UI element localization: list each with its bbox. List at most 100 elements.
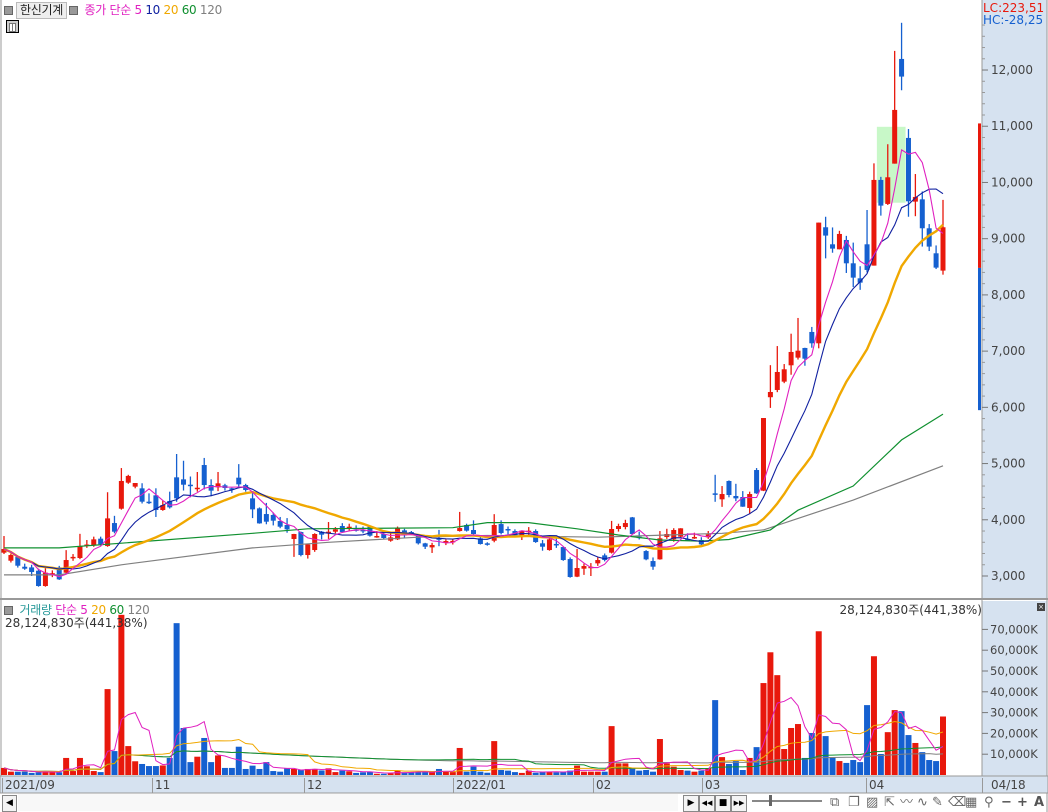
candle[interactable]	[836, 230, 842, 250]
volume-bar[interactable]	[926, 760, 933, 775]
volume-bar[interactable]	[905, 735, 912, 775]
volume-bar[interactable]	[28, 772, 35, 775]
candle[interactable]	[153, 488, 159, 517]
candle[interactable]	[63, 550, 69, 575]
stock-name-button[interactable]: 한신기계	[16, 2, 67, 19]
line-chart-icon[interactable]: ∿	[917, 795, 928, 810]
volume-bar[interactable]	[781, 749, 788, 775]
candle[interactable]	[816, 222, 822, 349]
candle[interactable]	[878, 176, 884, 216]
volume-bar[interactable]	[415, 772, 422, 775]
volume-bar[interactable]	[884, 732, 891, 775]
volume-bar[interactable]	[346, 771, 353, 775]
volume-bar[interactable]	[788, 727, 795, 775]
candle[interactable]	[733, 483, 739, 502]
volume-bar[interactable]	[732, 761, 739, 775]
volume-bar[interactable]	[656, 739, 663, 775]
candle[interactable]	[540, 540, 546, 551]
candle[interactable]	[622, 519, 628, 530]
volume-bar[interactable]	[477, 771, 484, 775]
volume-bar[interactable]	[235, 746, 242, 775]
volume-bar[interactable]	[622, 763, 629, 775]
candle[interactable]	[84, 540, 90, 548]
candle[interactable]	[588, 563, 594, 576]
candle[interactable]	[270, 512, 276, 526]
candle[interactable]	[926, 224, 932, 252]
volume-bar[interactable]	[463, 771, 470, 775]
volume-bar[interactable]	[836, 761, 843, 775]
volume-bar[interactable]	[1, 767, 7, 775]
candle[interactable]	[760, 418, 766, 492]
candle[interactable]	[277, 516, 283, 529]
volume-bar[interactable]	[670, 766, 677, 775]
candle[interactable]	[802, 347, 808, 366]
candle[interactable]	[8, 553, 14, 563]
candle[interactable]	[111, 515, 117, 534]
volume-bar[interactable]	[601, 771, 608, 775]
candle[interactable]	[457, 511, 463, 532]
scrollbar-track[interactable]	[18, 794, 678, 811]
candle[interactable]	[36, 568, 42, 587]
volume-bar[interactable]	[422, 772, 429, 775]
volume-bar[interactable]	[898, 711, 905, 775]
volume-bar[interactable]	[380, 773, 387, 775]
candle[interactable]	[754, 468, 760, 494]
candle[interactable]	[236, 464, 242, 489]
volume-bar[interactable]	[774, 675, 781, 775]
candle[interactable]	[146, 493, 152, 505]
volume-bar[interactable]	[940, 716, 946, 776]
volume-bar[interactable]	[650, 771, 657, 775]
volume-bar[interactable]	[560, 771, 567, 775]
volume-bar[interactable]	[532, 772, 539, 775]
volume-bar[interactable]	[553, 772, 560, 775]
volume-bar[interactable]	[297, 770, 304, 775]
candle[interactable]	[388, 532, 394, 542]
candle[interactable]	[719, 486, 725, 507]
volume-bar[interactable]	[215, 755, 222, 775]
candle[interactable]	[70, 554, 76, 561]
trend-line-icon[interactable]: 〰	[900, 795, 914, 810]
candle[interactable]	[174, 454, 180, 502]
volume-bar[interactable]	[325, 768, 332, 775]
candle[interactable]	[42, 568, 48, 587]
candle[interactable]	[912, 174, 918, 217]
candle[interactable]	[167, 491, 173, 509]
volume-bar[interactable]	[643, 770, 650, 775]
volume-bar[interactable]	[891, 710, 898, 775]
candle[interactable]	[678, 528, 684, 538]
volume-bar[interactable]	[21, 771, 28, 775]
volume-bar[interactable]	[505, 770, 512, 775]
volume-bar[interactable]	[408, 772, 415, 775]
table-grid-icon[interactable]	[6, 20, 19, 33]
volume-bar[interactable]	[850, 760, 857, 775]
volume-bar[interactable]	[608, 726, 615, 775]
volume-bar[interactable]	[339, 770, 346, 775]
volume-bar[interactable]	[815, 631, 822, 775]
candle[interactable]	[629, 516, 635, 535]
volume-bar[interactable]	[684, 770, 691, 775]
drawing-tool-icon[interactable]: ✎	[932, 795, 943, 810]
candle[interactable]	[429, 542, 435, 553]
chart-settings-icon[interactable]: ▦	[965, 795, 978, 810]
candle[interactable]	[305, 543, 311, 559]
candle[interactable]	[857, 266, 863, 290]
volume-bar[interactable]	[912, 742, 919, 775]
volume-bar[interactable]	[56, 772, 63, 775]
chart-area-icon[interactable]: ▨	[866, 795, 879, 810]
volume-bar[interactable]	[919, 752, 926, 775]
candle[interactable]	[484, 542, 490, 546]
candle[interactable]	[215, 471, 221, 492]
candle[interactable]	[940, 199, 946, 275]
volume-bar[interactable]	[518, 772, 525, 775]
candle[interactable]	[29, 564, 35, 576]
candle[interactable]	[326, 522, 332, 539]
volume-bar[interactable]	[221, 767, 228, 775]
volume-bar[interactable]	[484, 772, 491, 775]
volume-bar[interactable]	[256, 768, 263, 775]
volume-bar[interactable]	[401, 772, 408, 775]
volume-bar[interactable]	[691, 771, 698, 775]
candle[interactable]	[567, 557, 573, 578]
volume-bar[interactable]	[166, 757, 173, 775]
candle[interactable]	[98, 536, 104, 546]
